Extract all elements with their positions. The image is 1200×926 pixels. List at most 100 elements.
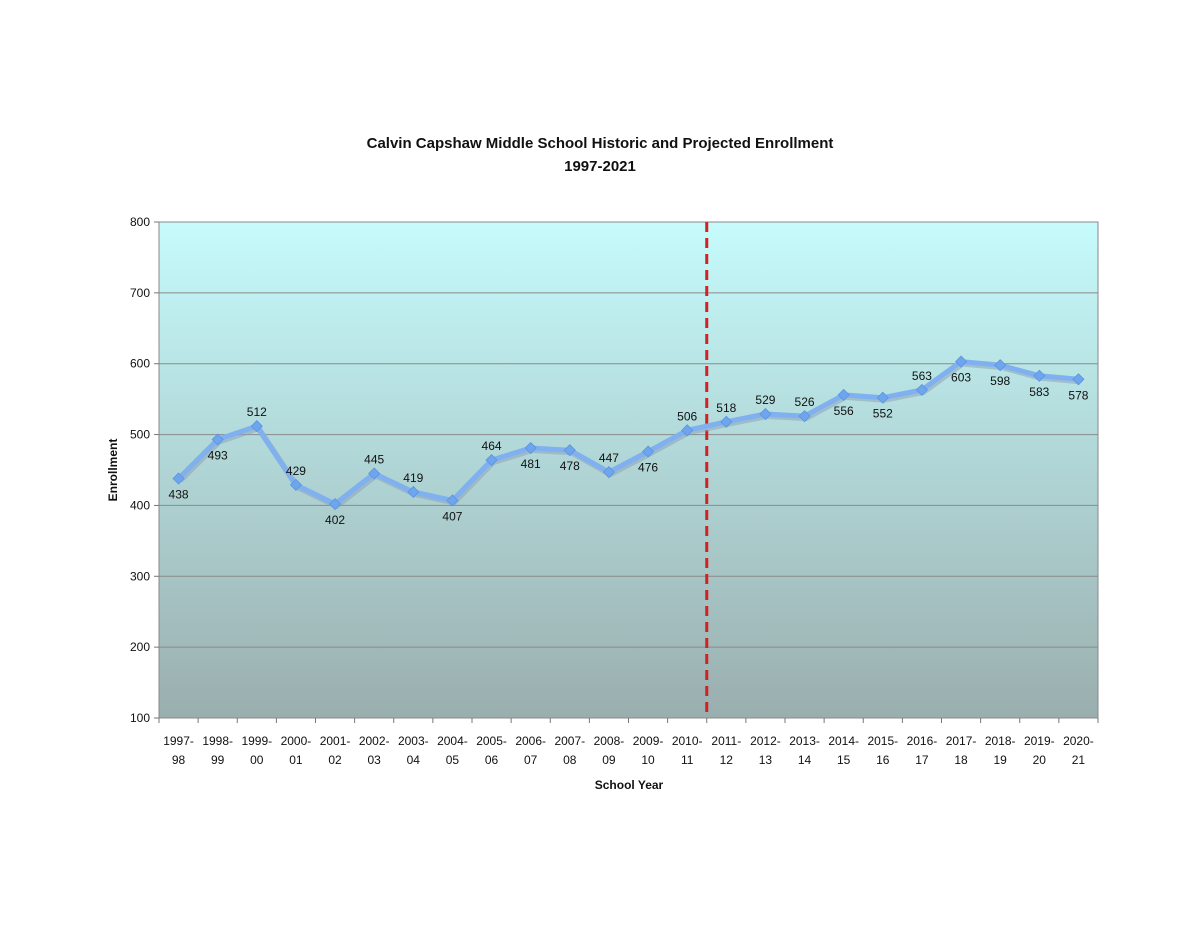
series-group bbox=[176, 359, 1081, 509]
y-axis-ticks: 100 200 300 400 500 600 700 800 bbox=[130, 215, 159, 725]
data-label: 407 bbox=[442, 509, 462, 523]
y-tick-label: 200 bbox=[130, 640, 150, 654]
x-tick-label-line2: 06 bbox=[485, 753, 499, 767]
y-axis-title: Enrollment bbox=[106, 439, 120, 502]
x-tick-label-line2: 00 bbox=[250, 753, 264, 767]
data-point-marker bbox=[994, 359, 1007, 372]
x-axis-title: School Year bbox=[595, 778, 664, 792]
chart-title: Calvin Capshaw Middle School Historic an… bbox=[366, 135, 834, 152]
x-tick-label-line2: 02 bbox=[328, 753, 342, 767]
x-tick-label-line2: 01 bbox=[289, 753, 303, 767]
x-tick-label-line1: 2008- bbox=[594, 734, 625, 748]
x-tick-label-line1: 2004- bbox=[437, 734, 468, 748]
x-tick-label-line2: 14 bbox=[798, 753, 812, 767]
data-point-marker bbox=[250, 420, 263, 433]
plot-area bbox=[158, 221, 1099, 719]
data-point-marker bbox=[954, 355, 968, 368]
x-tick-label-line1: 2011- bbox=[711, 734, 741, 748]
x-tick-label-line2: 07 bbox=[524, 753, 538, 767]
data-label: 447 bbox=[599, 451, 619, 465]
data-label: 552 bbox=[873, 407, 893, 421]
data-point-marker bbox=[172, 472, 185, 485]
data-label: 464 bbox=[482, 439, 502, 453]
x-tick-label-line1: 1998- bbox=[202, 734, 233, 748]
x-tick-label-line1: 2016- bbox=[907, 734, 938, 748]
x-tick-label-line1: 2013- bbox=[789, 734, 820, 748]
data-point-marker bbox=[837, 388, 850, 401]
data-label: 512 bbox=[247, 405, 267, 419]
data-point-marker bbox=[798, 410, 811, 423]
y-tick-label: 500 bbox=[130, 428, 150, 442]
x-tick-label-line1: 2006- bbox=[515, 734, 546, 748]
data-point-marker bbox=[641, 445, 655, 458]
data-point-marker bbox=[681, 424, 694, 437]
data-label: 445 bbox=[364, 453, 384, 467]
data-label: 529 bbox=[755, 393, 775, 407]
x-tick-label-line1: 2002- bbox=[359, 734, 390, 748]
x-tick-label-line2: 17 bbox=[915, 753, 929, 767]
x-tick-label-line1: 2014- bbox=[828, 734, 859, 748]
data-label: 419 bbox=[403, 471, 423, 485]
x-tick-label-line1: 2018- bbox=[985, 734, 1016, 748]
x-tick-label-line2: 19 bbox=[994, 753, 1008, 767]
x-tick-label-line1: 2003- bbox=[398, 734, 429, 748]
data-point-marker bbox=[563, 444, 576, 457]
data-point-marker bbox=[328, 497, 342, 511]
data-label: 476 bbox=[638, 461, 658, 475]
data-label: 583 bbox=[1029, 385, 1049, 399]
chart-subtitle: 1997-2021 bbox=[564, 158, 636, 175]
data-point-marker bbox=[602, 466, 616, 479]
data-label: 493 bbox=[208, 449, 228, 463]
x-tick-label-line2: 03 bbox=[368, 753, 382, 767]
y-tick-label: 400 bbox=[130, 498, 150, 512]
data-label: 402 bbox=[325, 513, 345, 527]
x-tick-label-line2: 10 bbox=[641, 753, 655, 767]
series-line bbox=[176, 359, 1079, 507]
x-tick-label-line2: 11 bbox=[681, 753, 694, 767]
data-point-marker bbox=[485, 454, 498, 467]
x-tick-label-line2: 15 bbox=[837, 753, 851, 767]
y-tick-label: 600 bbox=[130, 357, 150, 371]
y-tick-label: 800 bbox=[130, 215, 150, 229]
data-label: 506 bbox=[677, 409, 697, 423]
x-tick-label-line2: 20 bbox=[1033, 753, 1047, 767]
x-tick-label-line2: 04 bbox=[407, 753, 421, 767]
x-tick-label-line1: 1999- bbox=[241, 734, 272, 748]
x-tick-label-line1: 2005- bbox=[476, 734, 507, 748]
x-tick-label-line2: 09 bbox=[602, 753, 616, 767]
data-label: 526 bbox=[795, 395, 815, 409]
x-tick-label-line1: 2007- bbox=[554, 734, 585, 748]
y-tick-label: 100 bbox=[130, 711, 150, 725]
x-tick-label-line1: 1997- bbox=[163, 734, 194, 748]
data-point-marker bbox=[289, 478, 303, 491]
x-tick-label-line1: 2012- bbox=[750, 734, 781, 748]
data-labels-group: 438 493 512 429 402 445 419 407 464 481 478 447 476 5… bbox=[169, 369, 1089, 527]
data-point-marker bbox=[720, 415, 733, 428]
data-label: 481 bbox=[521, 457, 541, 471]
data-point-marker bbox=[524, 441, 537, 455]
markers-group bbox=[172, 355, 1085, 511]
data-point-marker bbox=[407, 485, 420, 499]
x-tick-label-line2: 21 bbox=[1072, 753, 1086, 767]
x-tick-label-line2: 99 bbox=[211, 753, 225, 767]
data-label: 478 bbox=[560, 459, 580, 473]
data-point-marker bbox=[915, 383, 929, 396]
data-point-marker bbox=[211, 433, 224, 446]
x-axis-ticks: 1997- 98 1998- 99 1999- 00 2000- 01 2001- 02 2002-… bbox=[158, 718, 1099, 767]
x-tick-label-line2: 16 bbox=[876, 753, 890, 767]
data-label: 438 bbox=[169, 488, 189, 502]
x-tick-label-line1: 2015- bbox=[867, 734, 898, 748]
y-tick-label: 700 bbox=[130, 286, 150, 300]
data-label: 598 bbox=[990, 374, 1010, 388]
x-tick-label-line1: 2001- bbox=[320, 734, 351, 748]
x-tick-label-line1: 2010- bbox=[672, 734, 703, 748]
x-tick-label-line1: 2019- bbox=[1024, 734, 1055, 748]
data-label: 563 bbox=[912, 369, 932, 383]
x-tick-label-line2: 05 bbox=[446, 753, 460, 767]
data-point-marker bbox=[759, 407, 772, 421]
data-label: 429 bbox=[286, 464, 306, 478]
data-label: 603 bbox=[951, 371, 971, 385]
x-tick-label-line2: 12 bbox=[720, 753, 734, 767]
x-tick-label-line2: 18 bbox=[954, 753, 968, 767]
